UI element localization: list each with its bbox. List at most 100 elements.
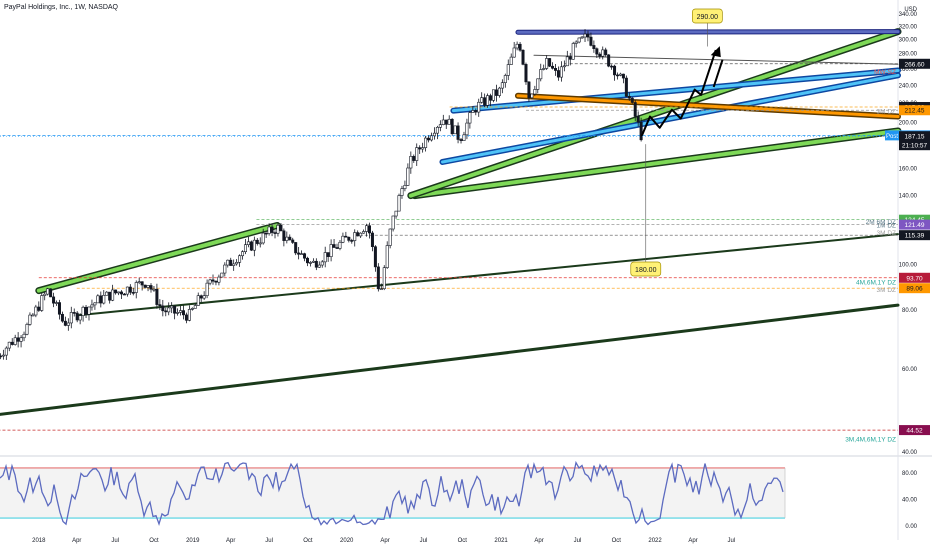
candle-body bbox=[220, 272, 224, 278]
candle-body bbox=[196, 295, 200, 306]
x-tick-label: Apr bbox=[226, 538, 235, 544]
zone-label: 3M DZ bbox=[877, 109, 897, 116]
candle-body bbox=[63, 320, 67, 326]
thin-gray-trendline bbox=[533, 54, 899, 65]
candle-body bbox=[530, 93, 534, 99]
target-label: 180.00 bbox=[635, 267, 657, 274]
zone-label: 4M,6M,1Y DZ bbox=[856, 280, 896, 287]
candle-body bbox=[456, 125, 460, 140]
last-price-text: 187.15 bbox=[905, 134, 925, 141]
candle-body bbox=[480, 97, 484, 103]
candle-body bbox=[285, 236, 289, 241]
candle-body bbox=[249, 241, 253, 251]
candle-body bbox=[235, 262, 239, 265]
candle-body bbox=[214, 280, 218, 283]
candle-body bbox=[497, 87, 501, 96]
candle-body bbox=[332, 244, 336, 248]
candle-body bbox=[438, 124, 442, 128]
candle-body bbox=[152, 288, 156, 291]
candle-body bbox=[4, 347, 8, 356]
candle-body bbox=[43, 293, 47, 296]
candle-body bbox=[300, 253, 304, 255]
candle-body bbox=[252, 239, 256, 251]
candle-body bbox=[211, 279, 215, 282]
candle-body bbox=[96, 295, 100, 304]
candle-body bbox=[359, 232, 363, 237]
candle-body bbox=[72, 312, 76, 314]
candle-body bbox=[69, 312, 73, 324]
target-callout bbox=[630, 261, 662, 277]
candle-body bbox=[427, 137, 431, 141]
y-tick-label: 300.00 bbox=[899, 38, 918, 44]
x-tick-label: 2021 bbox=[494, 538, 508, 544]
candle-body bbox=[111, 289, 115, 301]
x-tick-label: 2018 bbox=[32, 538, 46, 544]
candle-body bbox=[406, 167, 410, 186]
candle-body bbox=[99, 295, 103, 304]
candle-body bbox=[462, 134, 466, 141]
candle-body bbox=[580, 36, 584, 39]
price-label-text: 89.06 bbox=[906, 286, 923, 293]
y-tick-label: 40.00 bbox=[902, 450, 918, 456]
x-tick-label: Oct bbox=[149, 538, 159, 544]
projection-arrowhead bbox=[710, 46, 721, 58]
candle-body bbox=[362, 231, 366, 234]
candle-body bbox=[303, 253, 307, 259]
x-tick-label: Jul bbox=[728, 538, 736, 544]
blue-channel-low bbox=[440, 73, 900, 164]
candle-body bbox=[134, 282, 138, 293]
candle-body bbox=[500, 82, 504, 89]
candle-body bbox=[341, 235, 345, 243]
candle-body bbox=[435, 126, 439, 134]
candle-body bbox=[143, 284, 147, 288]
candle-body bbox=[604, 49, 608, 56]
x-tick-label: Oct bbox=[458, 538, 468, 544]
candle-body bbox=[586, 33, 590, 38]
candle-body bbox=[16, 337, 20, 342]
x-tick-label: Oct bbox=[612, 538, 622, 544]
candle-body bbox=[400, 188, 404, 196]
candle-body bbox=[223, 264, 227, 274]
candle-body bbox=[291, 239, 295, 243]
candle-body bbox=[616, 74, 620, 77]
green-uptrend-line bbox=[408, 29, 900, 198]
candle-body bbox=[601, 49, 605, 57]
candle-body bbox=[193, 305, 197, 309]
candle-body bbox=[78, 315, 82, 321]
candle-body bbox=[241, 251, 245, 257]
candle-body bbox=[128, 286, 132, 293]
candle-body bbox=[627, 95, 631, 99]
candle-body bbox=[633, 102, 637, 117]
y-tick-label: 280.00 bbox=[899, 52, 918, 58]
candle-body bbox=[556, 70, 560, 78]
candle-body bbox=[317, 264, 321, 268]
candle-body bbox=[311, 260, 315, 263]
candle-body bbox=[60, 313, 64, 322]
zone-label: 2M 6M DZ bbox=[866, 219, 896, 226]
candle-body bbox=[49, 288, 53, 298]
candle-body bbox=[294, 242, 298, 254]
candle-body bbox=[102, 294, 106, 304]
candle-body bbox=[34, 306, 38, 316]
candle-body bbox=[545, 58, 549, 69]
candle-body bbox=[506, 64, 510, 76]
candle-body bbox=[598, 53, 602, 57]
candle-body bbox=[13, 337, 17, 345]
candle-body bbox=[267, 226, 271, 234]
candle-body bbox=[429, 135, 433, 141]
x-tick-label: Apr bbox=[380, 538, 389, 544]
candle-body bbox=[494, 89, 498, 96]
candle-body bbox=[376, 266, 380, 290]
top-resistance-line bbox=[516, 30, 900, 34]
candle-body bbox=[270, 226, 274, 233]
candle-body bbox=[155, 288, 159, 305]
candle-body bbox=[571, 43, 575, 60]
candle-body bbox=[465, 122, 469, 136]
candle-body bbox=[202, 295, 206, 299]
candle-body bbox=[326, 252, 330, 257]
y-tick-label: 260.00 bbox=[899, 67, 918, 73]
candle-body bbox=[503, 75, 507, 83]
candle-body bbox=[246, 241, 250, 246]
blue-channel-high bbox=[451, 68, 900, 113]
